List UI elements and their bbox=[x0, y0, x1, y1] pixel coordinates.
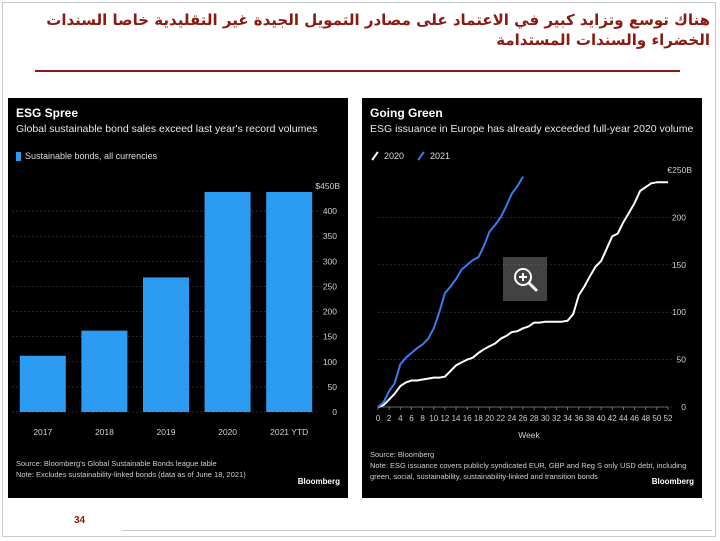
legend-swatch bbox=[16, 151, 21, 161]
x-tick-label: 26 bbox=[519, 414, 528, 423]
chart-note: Note: Excludes sustainability-linked bon… bbox=[16, 470, 246, 479]
chart-subtitle: Global sustainable bond sales exceed las… bbox=[16, 123, 318, 135]
x-tick-label: 30 bbox=[541, 414, 550, 423]
y-tick-label: 200 bbox=[323, 307, 337, 317]
going-green-panel: Going Green ESG issuance in Europe has a… bbox=[362, 98, 702, 498]
x-tick-label: 46 bbox=[630, 414, 639, 423]
x-tick-label: 6 bbox=[409, 414, 414, 423]
x-tick-label: 0 bbox=[376, 414, 381, 423]
x-tick-label: 10 bbox=[429, 414, 438, 423]
x-tick-label: 2019 bbox=[157, 427, 176, 437]
x-tick-label: 20 bbox=[485, 414, 494, 423]
magnifier-plus-icon bbox=[514, 268, 538, 292]
y-tick-label: 0 bbox=[332, 407, 337, 417]
bar bbox=[19, 355, 66, 412]
bar bbox=[204, 192, 251, 412]
chart-subtitle: ESG issuance in Europe has already excee… bbox=[370, 123, 694, 135]
esg-spree-panel: ESG Spree Global sustainable bond sales … bbox=[8, 98, 348, 498]
x-tick-label: 36 bbox=[574, 414, 583, 423]
chart-source: Source: Bloomberg bbox=[370, 450, 435, 459]
y-tick-label: 250 bbox=[323, 281, 337, 291]
x-tick-label: 2018 bbox=[95, 427, 114, 437]
bloomberg-logo: Bloomberg bbox=[297, 477, 340, 486]
x-tick-label: 14 bbox=[452, 414, 461, 423]
chart-note: Note: ESG issuance covers publicly syndi… bbox=[370, 461, 687, 470]
y-tick-label: 150 bbox=[672, 260, 686, 270]
x-tick-label: 2017 bbox=[33, 427, 52, 437]
legend-label-2020: 2020 bbox=[384, 151, 405, 161]
y-tick-label: 0 bbox=[681, 402, 686, 412]
y-tick-label: 150 bbox=[323, 332, 337, 342]
legend-label: Sustainable bonds, all currencies bbox=[25, 151, 158, 161]
x-tick-label: 38 bbox=[585, 414, 594, 423]
bar bbox=[81, 330, 128, 412]
bar-chart: 0 50 100 150 200 250 300 350 400 $450B 2017 2018 201… bbox=[12, 181, 340, 437]
zoom-button[interactable] bbox=[503, 257, 547, 301]
x-tick-label: 52 bbox=[664, 414, 673, 423]
y-tick-label: 300 bbox=[323, 256, 337, 266]
y-tick-label: 50 bbox=[677, 355, 687, 365]
x-tick-label: 42 bbox=[608, 414, 617, 423]
x-tick-label: 24 bbox=[507, 414, 516, 423]
heading-divider bbox=[35, 70, 680, 72]
x-tick-label: 44 bbox=[619, 414, 628, 423]
y-tick-label: 200 bbox=[672, 212, 686, 222]
bar bbox=[266, 192, 313, 412]
chart-title: ESG Spree bbox=[16, 106, 79, 120]
x-tick-label: 16 bbox=[463, 414, 472, 423]
x-tick-label: 50 bbox=[652, 414, 661, 423]
x-tick-label: 28 bbox=[530, 414, 539, 423]
x-tick-label: 34 bbox=[563, 414, 572, 423]
footer-divider bbox=[122, 530, 712, 531]
series-line-2021 bbox=[377, 176, 524, 408]
y-tick-label: 50 bbox=[328, 382, 338, 392]
x-tick-label: 12 bbox=[440, 414, 449, 423]
page-number: 34 bbox=[74, 515, 86, 526]
x-tick-label: 2020 bbox=[218, 427, 237, 437]
chart-note-cont: green, social, sustainability, sustainab… bbox=[370, 472, 598, 481]
x-tick-label: 2021 YTD bbox=[270, 427, 308, 437]
x-tick-label: 4 bbox=[398, 414, 403, 423]
x-tick-label: 32 bbox=[552, 414, 561, 423]
y-tick-label: 400 bbox=[323, 206, 337, 216]
x-tick-label: 18 bbox=[474, 414, 483, 423]
x-tick-label: 48 bbox=[641, 414, 650, 423]
y-tick-label: 100 bbox=[672, 307, 686, 317]
bar bbox=[143, 277, 189, 412]
chart-source: Source: Bloomberg's Global Sustainable B… bbox=[16, 459, 217, 468]
x-tick-label: 22 bbox=[496, 414, 505, 423]
y-top-label: $450B bbox=[315, 181, 340, 191]
chart-title: Going Green bbox=[370, 106, 443, 120]
bloomberg-logo: Bloomberg bbox=[651, 477, 694, 486]
series-line-2020 bbox=[377, 181, 668, 408]
x-tick-label: 2 bbox=[387, 414, 392, 423]
x-tick-label: 40 bbox=[597, 414, 606, 423]
chart-legend: 2020 2021 bbox=[370, 151, 450, 161]
y-tick-label: 350 bbox=[323, 231, 337, 241]
x-tick-label: 8 bbox=[420, 414, 425, 423]
slide-heading: هناك توسع وتزايد كبير في الاعتماد على مص… bbox=[46, 11, 710, 49]
x-axis-label: Week bbox=[518, 430, 540, 440]
y-tick-label: 100 bbox=[323, 357, 337, 367]
chart-legend: Sustainable bonds, all currencies bbox=[16, 151, 157, 161]
legend-label-2021: 2021 bbox=[430, 151, 451, 161]
y-top-label: €250B bbox=[667, 165, 692, 175]
